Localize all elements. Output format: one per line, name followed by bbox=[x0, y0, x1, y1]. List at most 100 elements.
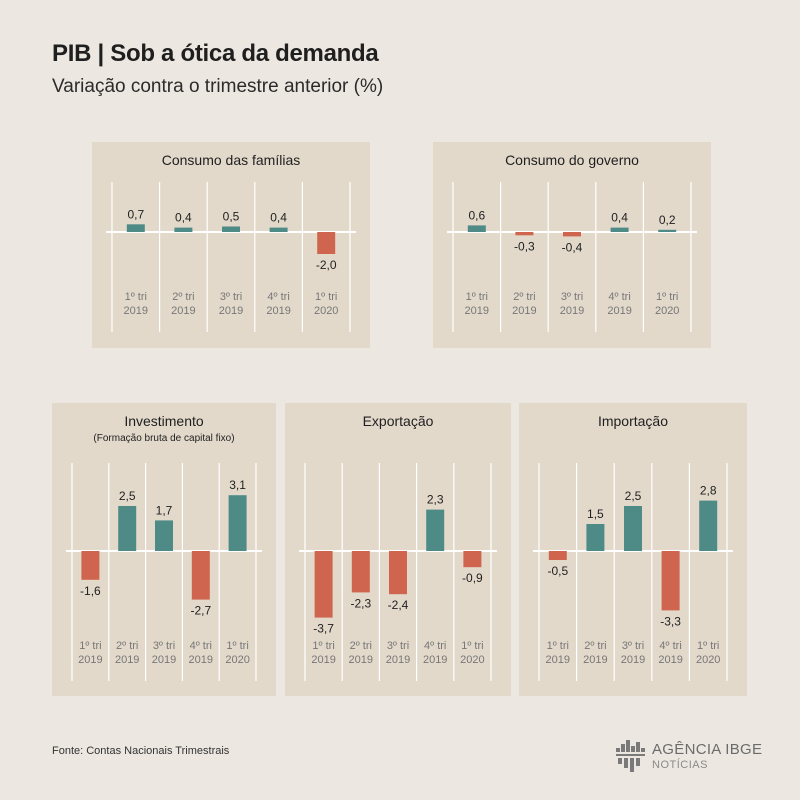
chart-title: Investimento bbox=[124, 413, 204, 429]
tick-label-year: 2019 bbox=[546, 654, 570, 666]
bar bbox=[118, 506, 137, 551]
tick-label-year: 2019 bbox=[311, 654, 335, 666]
tick-label-year: 2019 bbox=[266, 305, 290, 317]
tick-label-year: 2019 bbox=[115, 654, 139, 666]
data-label: -2,3 bbox=[350, 596, 371, 610]
tick-label-year: 2019 bbox=[124, 305, 148, 317]
tick-label-year: 2019 bbox=[512, 305, 536, 317]
tick-label-year: 2020 bbox=[314, 305, 338, 317]
data-label: 1,5 bbox=[587, 507, 604, 521]
chart-title: Importação bbox=[597, 413, 669, 429]
tick-label-year: 2019 bbox=[78, 654, 102, 666]
tick-label-quarter: 1º tri bbox=[315, 291, 337, 303]
tick-label-quarter: 4º tri bbox=[190, 640, 212, 652]
data-label: -3,3 bbox=[660, 614, 681, 628]
tick-label-quarter: 2º tri bbox=[116, 640, 138, 652]
bar bbox=[624, 506, 642, 551]
page-title: PIB | Sob a ótica da demanda bbox=[52, 40, 379, 67]
data-label: 0,6 bbox=[468, 208, 485, 222]
chart-panel: Consumo das famílias 0,7 1º tri 2019 0,4 2º t… bbox=[92, 142, 370, 348]
chart-plot: 0,6 1º tri 2019 -0,3 2º tri 2019 -0,4 3º tri 201… bbox=[447, 182, 697, 332]
tick-label-year: 2019 bbox=[423, 654, 447, 666]
tick-label-quarter: 4º tri bbox=[267, 291, 289, 303]
bar bbox=[389, 551, 407, 595]
chart-title: Consumo do governo bbox=[505, 152, 639, 168]
tick-label-quarter: 1º tri bbox=[79, 640, 101, 652]
data-label: 0,4 bbox=[175, 211, 192, 225]
tick-label-year: 2019 bbox=[583, 654, 607, 666]
bar bbox=[228, 495, 247, 551]
tick-label-quarter: 1º tri bbox=[547, 640, 569, 652]
tick-label-quarter: 4º tri bbox=[424, 640, 446, 652]
bar bbox=[610, 227, 629, 232]
bar bbox=[317, 232, 336, 254]
data-label: -0,5 bbox=[547, 564, 568, 578]
tick-label-quarter: 3º tri bbox=[622, 640, 644, 652]
tick-label-year: 2019 bbox=[189, 654, 213, 666]
tick-label-quarter: 3º tri bbox=[220, 291, 242, 303]
tick-label-quarter: 1º tri bbox=[312, 640, 334, 652]
data-label: 0,7 bbox=[127, 207, 144, 221]
chart-plot: 0,7 1º tri 2019 0,4 2º tri 2019 0,5 3º tri 2019 0… bbox=[106, 182, 356, 332]
tick-label-year: 2019 bbox=[621, 654, 645, 666]
data-label: -2,7 bbox=[190, 604, 211, 618]
chart-title: Exportação bbox=[362, 413, 434, 429]
tick-label-quarter: 1º tri bbox=[226, 640, 248, 652]
page-subtitle: Variação contra o trimestre anterior (%) bbox=[52, 76, 384, 97]
data-label: 3,1 bbox=[229, 478, 246, 492]
bar bbox=[467, 225, 486, 232]
bar bbox=[515, 232, 534, 236]
chart-panel: Consumo do governo 0,6 1º tri 2019 -0,3 2º tr… bbox=[433, 142, 711, 348]
tick-label-year: 2020 bbox=[460, 654, 484, 666]
bar bbox=[174, 227, 193, 232]
bar bbox=[126, 224, 145, 232]
chart-panel: Exportação -3,7 1º tri 2019 -2,3 2º tri 2019 -2… bbox=[285, 403, 511, 696]
tick-label-quarter: 1º tri bbox=[656, 291, 678, 303]
bar bbox=[661, 551, 680, 611]
tick-label-year: 2019 bbox=[560, 305, 584, 317]
tick-label-quarter: 2º tri bbox=[513, 291, 535, 303]
data-label: 0,4 bbox=[270, 211, 287, 225]
data-label: -0,3 bbox=[514, 239, 535, 253]
tick-label-quarter: 1º tri bbox=[466, 291, 488, 303]
tick-label-quarter: 2º tri bbox=[350, 640, 372, 652]
tick-label-quarter: 4º tri bbox=[659, 640, 681, 652]
tick-label-quarter: 4º tri bbox=[608, 291, 630, 303]
data-label: 2,5 bbox=[625, 489, 642, 503]
bar bbox=[81, 551, 100, 580]
bar bbox=[351, 551, 370, 593]
tick-label-year: 2019 bbox=[386, 654, 410, 666]
chart-title: Consumo das famílias bbox=[161, 152, 301, 168]
chart-plot: -3,7 1º tri 2019 -2,3 2º tri 2019 -2,4 3º tri 20… bbox=[299, 463, 497, 681]
bar bbox=[155, 520, 173, 551]
data-label: 2,5 bbox=[119, 489, 136, 503]
bar bbox=[563, 232, 581, 237]
data-label: 1,7 bbox=[156, 503, 173, 517]
data-label: -2,4 bbox=[388, 598, 409, 612]
tick-label-year: 2020 bbox=[696, 654, 720, 666]
bar bbox=[699, 500, 718, 551]
tick-label-year: 2019 bbox=[607, 305, 631, 317]
data-label: -2,0 bbox=[316, 258, 337, 272]
data-label: 2,3 bbox=[427, 493, 444, 507]
data-label: 0,4 bbox=[611, 211, 628, 225]
bar bbox=[548, 551, 567, 560]
logo-agencia-ibge: AGÊNCIA IBGE bbox=[652, 741, 763, 758]
tick-label-year: 2019 bbox=[152, 654, 176, 666]
chart-panel: Importação -0,5 1º tri 2019 1,5 2º tri 2019 2,5… bbox=[519, 403, 747, 696]
bar bbox=[658, 229, 677, 232]
tick-label-year: 2019 bbox=[465, 305, 489, 317]
data-label: 0,5 bbox=[223, 210, 240, 224]
ibge-logo-icon bbox=[616, 740, 645, 772]
data-label: -1,6 bbox=[80, 584, 101, 598]
bar bbox=[222, 226, 240, 232]
data-label: -0,9 bbox=[462, 571, 483, 585]
logo-noticias: NOTÍCIAS bbox=[652, 759, 708, 771]
tick-label-year: 2019 bbox=[171, 305, 195, 317]
tick-label-quarter: 3º tri bbox=[387, 640, 409, 652]
tick-label-quarter: 1º tri bbox=[697, 640, 719, 652]
bar bbox=[191, 551, 210, 600]
data-label: -3,7 bbox=[313, 622, 334, 636]
chart-panel: Investimento (Formação bruta de capital f… bbox=[52, 403, 276, 696]
tick-label-year: 2020 bbox=[655, 305, 679, 317]
